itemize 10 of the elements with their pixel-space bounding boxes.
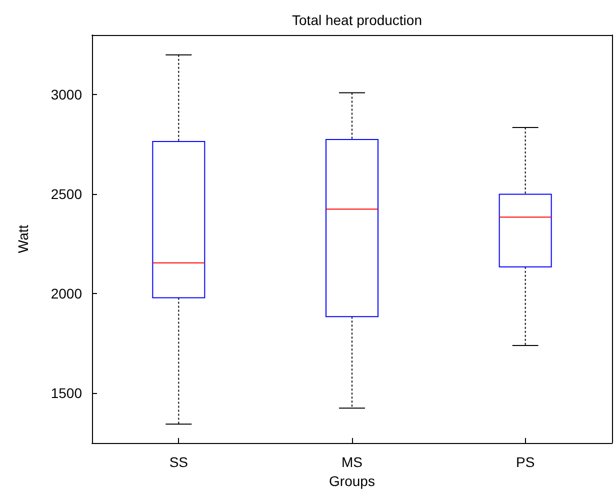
y-tick-label: 2000 [50,286,82,302]
x-tick-label: PS [516,454,535,470]
x-tick-label: MS [342,454,362,470]
x-tick-label: SS [169,454,188,470]
x-axis-title: Groups [329,472,375,489]
chart-title: Total heat production [292,12,422,28]
y-tick-label: 1500 [50,385,82,402]
y-tick-label: 2500 [50,186,82,202]
y-axis-title: Watt [15,224,31,254]
y-tick-label: 3000 [50,86,82,103]
